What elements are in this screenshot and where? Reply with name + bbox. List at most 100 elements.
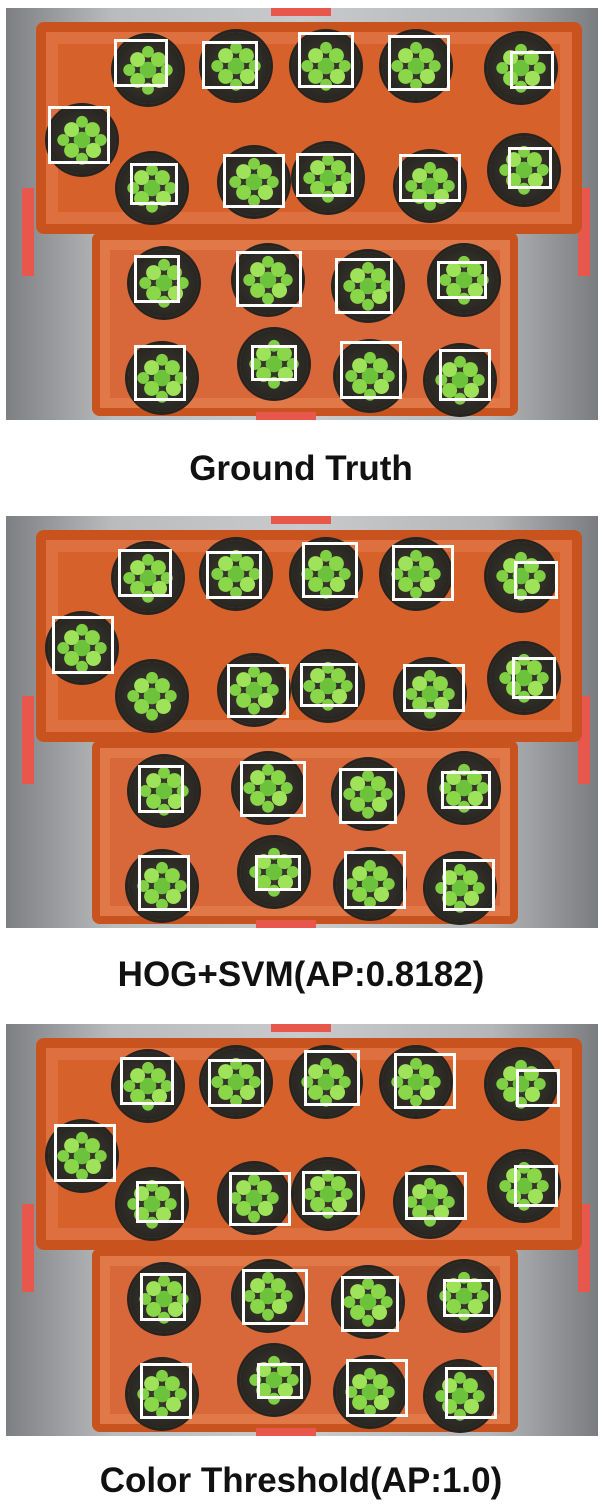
plant-rosette [210,40,262,92]
detection-box [339,768,397,824]
plant-rosette [242,254,294,306]
plant-rosette [404,160,456,212]
detection-box [54,1124,116,1182]
plant-rosette [210,548,262,600]
detection-box [302,1171,360,1215]
detection-box [296,153,354,197]
tray-tab [256,412,316,420]
plant-rosette [228,1172,280,1224]
detection-box [118,549,172,597]
detection-box [346,1359,408,1417]
detection-box [138,765,184,813]
plant-rosette [56,114,108,166]
ground-truth-caption: Ground Truth [189,449,413,488]
plant-rosette [126,162,178,214]
detection-box [344,851,406,909]
detection-box [202,41,258,89]
detection-box [48,106,110,164]
tray-tab [271,8,331,16]
plant-rosette [210,1056,262,1108]
detection-box [223,154,285,208]
tray-tab [22,188,34,276]
detection-box [405,1172,467,1220]
plant-rosette [302,1168,354,1220]
detection-box [341,1276,399,1332]
plant-rosette [136,352,188,404]
detection-box [206,551,262,599]
detection-box [304,1050,360,1106]
color-threshold-image [6,1024,598,1436]
detection-box [298,32,354,88]
detection-box [388,35,450,91]
detection-box [399,154,461,202]
plant-rosette [344,1366,396,1418]
detection-box [257,1363,303,1399]
detection-box [437,261,487,299]
detection-box [514,561,558,599]
plant-rosette [438,762,490,814]
detection-box [300,663,358,707]
detection-box [335,258,393,314]
detection-box [242,1269,308,1325]
plant-rosette [438,1270,490,1322]
plant-rosette [138,1273,190,1325]
detection-box [140,1273,186,1321]
plant-rosette [434,1370,486,1422]
plant-rosette [344,858,396,910]
plant-rosette [495,550,547,602]
detection-box [445,1367,497,1419]
detection-box [240,761,306,817]
plant-rosette [242,762,294,814]
plant-rosette [228,156,280,208]
plant-rosette [434,862,486,914]
detection-box [138,855,190,911]
detection-box [134,255,180,303]
plant-rosette [390,548,442,600]
tray-tab [271,516,331,524]
plant-rosette [300,1056,352,1108]
plant-rosette [342,768,394,820]
color-threshold-caption: Color Threshold(AP:1.0) [99,1461,503,1500]
detection-box [512,657,556,699]
detection-box [302,542,358,598]
plant-rosette [495,42,547,94]
plant-rosette [495,1058,547,1110]
detection-box [134,345,186,401]
detection-box [251,345,297,381]
plant-rosette [390,40,442,92]
detection-box [236,251,302,307]
plant-rosette [56,1130,108,1182]
plant-rosette [136,860,188,912]
tray-tab [271,1024,331,1032]
plant-rosette [302,660,354,712]
tray-tab [22,696,34,784]
detection-box [227,664,289,718]
detection-box [340,341,402,399]
plant-rosette [300,40,352,92]
tray-tab [22,1204,34,1292]
plant-rosette [56,622,108,674]
detection-box [508,147,552,189]
detection-box [514,1165,558,1207]
detection-box [392,545,454,601]
tray-tab [256,1428,316,1436]
plant-rosette [342,260,394,312]
plant-rosette [390,1056,442,1108]
detection-box [394,1053,456,1109]
detection-box [140,1363,192,1419]
plant-rosette [344,350,396,402]
detection-box [516,1069,560,1107]
detection-box [52,616,114,674]
detection-box [229,1172,291,1226]
plant-rosette [126,670,178,722]
detection-box [120,1057,174,1105]
detection-box [136,1181,184,1223]
detection-box [439,349,491,401]
plant-rosette [498,652,550,704]
plant-rosette [242,1270,294,1322]
plant-rosette [434,354,486,406]
detection-box [255,855,301,891]
hog-svm-image [6,516,598,928]
detection-box [114,39,168,87]
tray-tab [256,920,316,928]
